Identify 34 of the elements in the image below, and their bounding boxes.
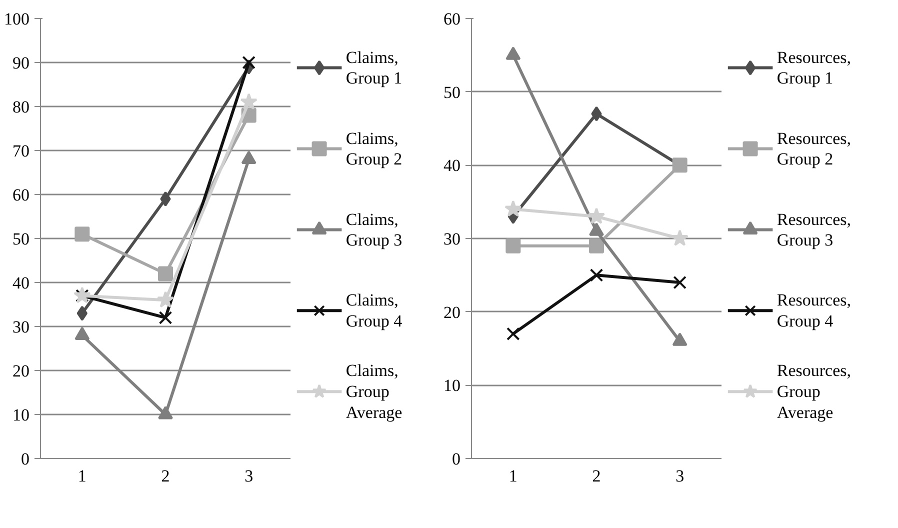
y-tick-label: 0	[21, 450, 30, 468]
y-tick-label: 100	[4, 10, 30, 28]
legend-label: Claims, Group 4	[346, 290, 403, 331]
legend-label: Resources, Group Average	[776, 361, 852, 422]
y-tick-label: 20	[12, 362, 30, 380]
y-tick-label: 0	[452, 450, 460, 468]
y-tick-label: 40	[12, 274, 30, 292]
y-tick-label: 30	[12, 318, 30, 336]
y-tick-label: 20	[444, 302, 460, 322]
legend-label: Claims, Group 1	[346, 48, 402, 88]
y-tick-label: 80	[12, 98, 30, 116]
y-tick-label: 60	[444, 10, 460, 28]
y-tick-label: 40	[444, 156, 460, 176]
x-tick-label: 3	[244, 466, 254, 486]
x-tick-label: 2	[161, 466, 170, 486]
y-tick-label: 30	[444, 230, 460, 248]
legend-label: Claims, Group 3	[346, 210, 402, 250]
y-tick-label: 70	[12, 142, 30, 160]
y-tick-label: 10	[444, 376, 460, 396]
legend-label: Resources, Group 1	[776, 48, 852, 88]
legend-label: Resources, Group 3	[776, 210, 852, 250]
legend-label: Resources, Group 2	[776, 128, 852, 169]
x-tick-label: 1	[78, 466, 86, 486]
legend-label: Claims, Group Average	[346, 361, 402, 422]
x-tick-label: 1	[508, 466, 518, 486]
y-tick-label: 60	[12, 186, 30, 204]
legend-label: Resources, Group 4	[776, 290, 852, 331]
legend-label: Claims, Group 2	[346, 128, 402, 169]
x-tick-label: 2	[592, 466, 601, 486]
x-tick-label: 3	[676, 466, 684, 486]
y-tick-label: 10	[12, 406, 30, 424]
y-tick-label: 50	[444, 82, 460, 102]
y-tick-label: 50	[12, 230, 30, 248]
y-tick-label: 90	[12, 54, 30, 72]
